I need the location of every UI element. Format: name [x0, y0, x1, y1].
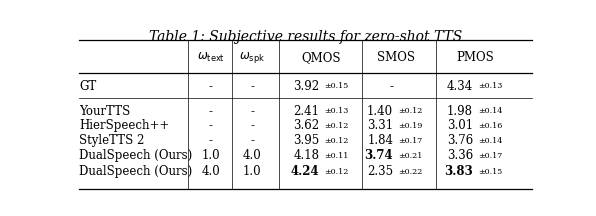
Text: HierSpeech++: HierSpeech++ — [79, 119, 169, 132]
Text: 3.62: 3.62 — [293, 119, 319, 132]
Text: $\omega_{\mathrm{spk}}$: $\omega_{\mathrm{spk}}$ — [239, 50, 265, 65]
Text: -: - — [250, 105, 254, 118]
Text: ±0.14: ±0.14 — [478, 107, 502, 115]
Text: 2.41: 2.41 — [293, 105, 319, 118]
Text: 3.76: 3.76 — [447, 134, 473, 147]
Text: $\omega_{\mathrm{text}}$: $\omega_{\mathrm{text}}$ — [197, 51, 225, 64]
Text: ±0.15: ±0.15 — [478, 168, 502, 176]
Text: ±0.16: ±0.16 — [478, 122, 502, 130]
Text: 3.74: 3.74 — [365, 149, 393, 162]
Text: PMOS: PMOS — [457, 51, 494, 64]
Text: 1.98: 1.98 — [447, 105, 473, 118]
Text: 4.18: 4.18 — [293, 149, 319, 162]
Text: GT: GT — [79, 80, 97, 93]
Text: ±0.12: ±0.12 — [324, 137, 349, 145]
Text: YourTTS: YourTTS — [79, 105, 131, 118]
Text: Table 1: Subjective results for zero-shot TTS: Table 1: Subjective results for zero-sho… — [149, 30, 462, 44]
Text: -: - — [209, 119, 213, 132]
Text: ±0.15: ±0.15 — [324, 82, 349, 90]
Text: StyleTTS 2: StyleTTS 2 — [79, 134, 144, 147]
Text: ±0.12: ±0.12 — [398, 107, 423, 115]
Text: -: - — [209, 105, 213, 118]
Text: DualSpeech (Ours): DualSpeech (Ours) — [79, 149, 193, 162]
Text: -: - — [209, 134, 213, 147]
Text: 1.40: 1.40 — [367, 105, 393, 118]
Text: QMOS: QMOS — [302, 51, 342, 64]
Text: 3.31: 3.31 — [367, 119, 393, 132]
Text: -: - — [250, 134, 254, 147]
Text: 1.0: 1.0 — [201, 149, 220, 162]
Text: 2.35: 2.35 — [367, 165, 393, 178]
Text: 3.83: 3.83 — [445, 165, 473, 178]
Text: ±0.19: ±0.19 — [398, 122, 423, 130]
Text: DualSpeech (Ours): DualSpeech (Ours) — [79, 165, 193, 178]
Text: ±0.11: ±0.11 — [324, 152, 349, 160]
Text: ±0.21: ±0.21 — [398, 152, 423, 160]
Text: -: - — [250, 119, 254, 132]
Text: 1.0: 1.0 — [243, 165, 262, 178]
Text: 4.0: 4.0 — [243, 149, 262, 162]
Text: ±0.17: ±0.17 — [398, 137, 423, 145]
Text: 3.01: 3.01 — [447, 119, 473, 132]
Text: -: - — [389, 80, 393, 93]
Text: ±0.22: ±0.22 — [398, 168, 423, 176]
Text: 3.36: 3.36 — [447, 149, 473, 162]
Text: ±0.13: ±0.13 — [478, 82, 502, 90]
Text: 1.84: 1.84 — [367, 134, 393, 147]
Text: ±0.12: ±0.12 — [324, 168, 349, 176]
Text: 3.92: 3.92 — [293, 80, 319, 93]
Text: SMOS: SMOS — [377, 51, 415, 64]
Text: ±0.12: ±0.12 — [324, 122, 349, 130]
Text: 3.95: 3.95 — [293, 134, 319, 147]
Text: ±0.14: ±0.14 — [478, 137, 502, 145]
Text: -: - — [250, 80, 254, 93]
Text: 4.0: 4.0 — [201, 165, 220, 178]
Text: -: - — [209, 80, 213, 93]
Text: 4.24: 4.24 — [291, 165, 319, 178]
Text: 4.34: 4.34 — [447, 80, 473, 93]
Text: ±0.13: ±0.13 — [324, 107, 349, 115]
Text: ±0.17: ±0.17 — [478, 152, 502, 160]
